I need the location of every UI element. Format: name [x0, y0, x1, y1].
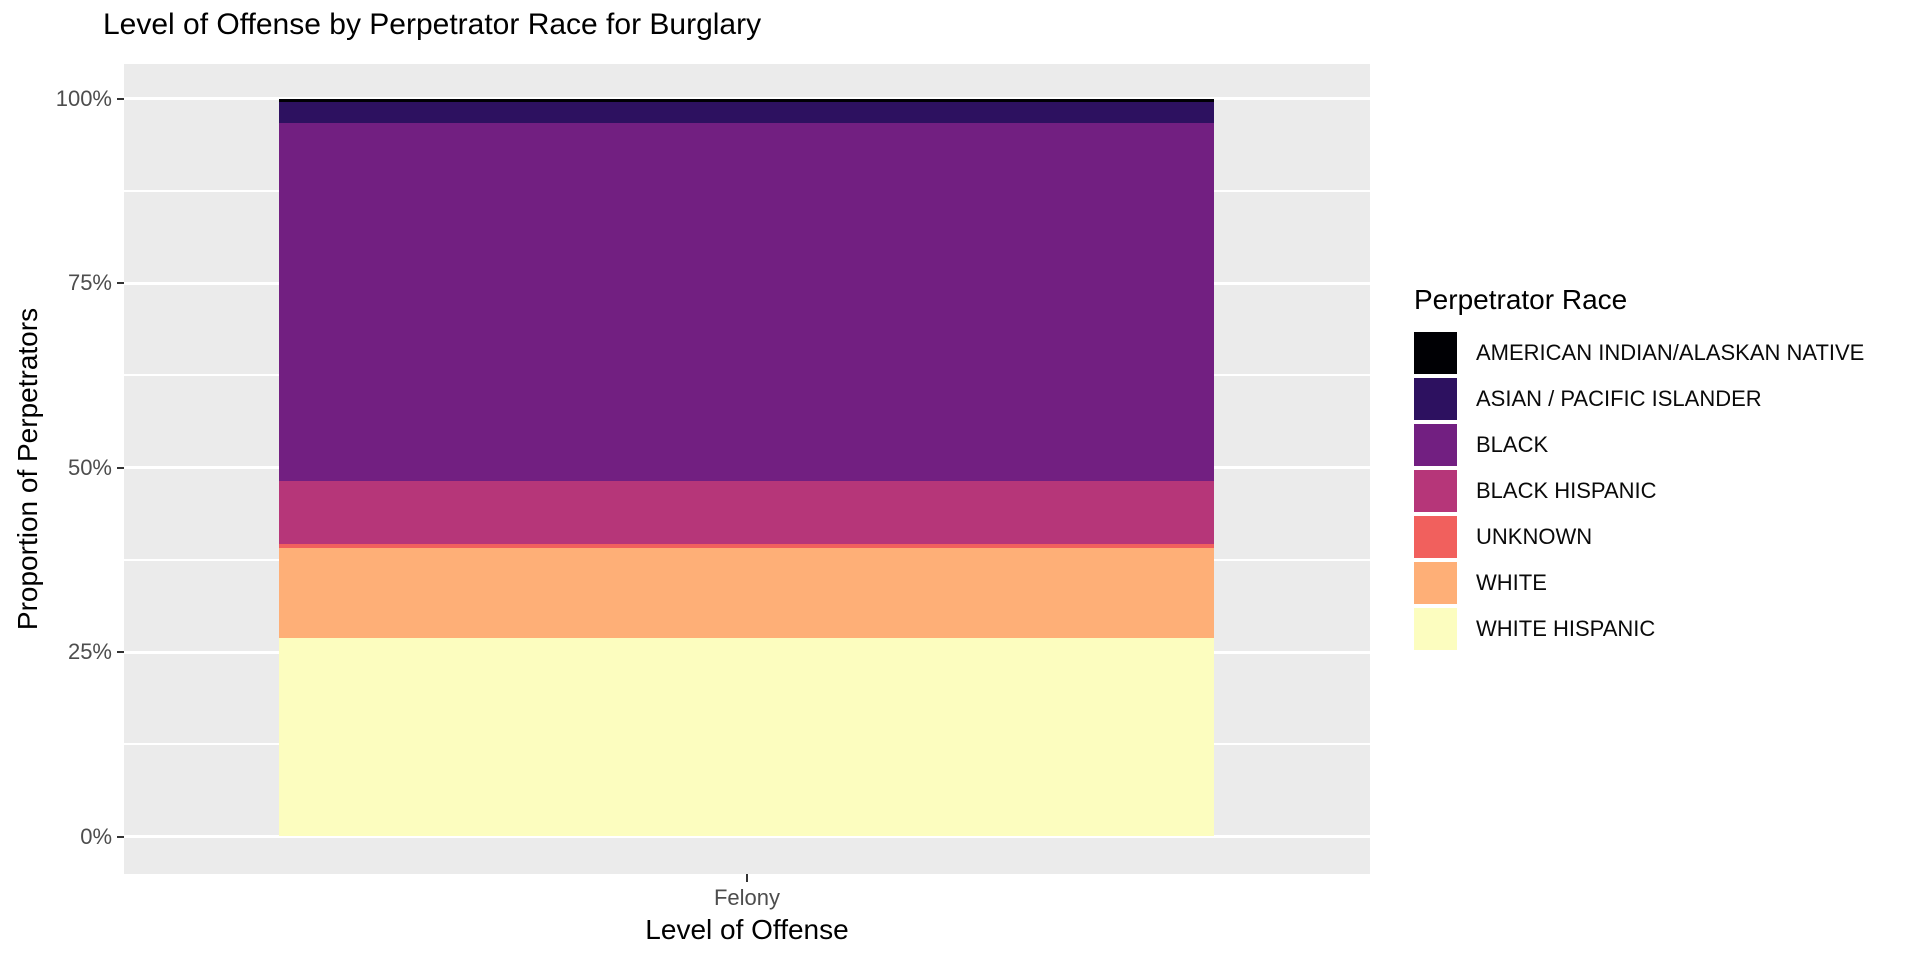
x-tick-mark: [746, 874, 748, 882]
legend-swatch-white: [1414, 562, 1457, 604]
legend-label-white: WHITE: [1476, 570, 1547, 595]
y-tick-mark-75: [117, 282, 124, 285]
y-axis-title: Proportion of Perpetrators: [12, 307, 43, 631]
legend-items: AMERICAN INDIAN/ALASKAN NATIVE ASIAN / PA…: [1414, 332, 1864, 650]
x-axis-title: Level of Offense: [645, 914, 849, 945]
legend-item-black: BLACK: [1414, 424, 1864, 466]
legend-swatch-asian-pacific-islander: [1414, 378, 1457, 420]
legend-item-white: WHITE: [1414, 562, 1864, 604]
y-tick-label-100: 100%: [55, 85, 112, 111]
gridline-major-0: [124, 835, 1370, 838]
legend-swatch-black-hispanic: [1414, 470, 1457, 512]
legend-label-unknown: UNKNOWN: [1476, 524, 1593, 549]
bar-segment-asian-pacific-islander: [279, 101, 1214, 124]
legend-label-black: BLACK: [1476, 432, 1549, 457]
legend-item-white-hispanic: WHITE HISPANIC: [1414, 608, 1864, 650]
bar-segment-white-hispanic: [279, 637, 1214, 837]
legend-label-black-hispanic: BLACK HISPANIC: [1476, 478, 1657, 503]
legend-label-asian-pacific-islander: ASIAN / PACIFIC ISLANDER: [1476, 386, 1762, 411]
x-tick-label-felony: Felony: [713, 885, 781, 910]
y-tick-label-25: 25%: [67, 639, 112, 665]
bar-segment-american-indian-alaskan-native: [279, 98, 1214, 102]
bar-segment-black: [279, 123, 1214, 481]
legend-title: Perpetrator Race: [1414, 284, 1628, 315]
y-tick-mark-100: [117, 97, 124, 100]
bar-segment-black-hispanic: [279, 480, 1214, 544]
bar-segment-unknown: [279, 543, 1214, 548]
bar-segment-white: [279, 547, 1214, 638]
y-tick-label-75: 75%: [67, 270, 112, 296]
y-tick-mark-25: [117, 651, 124, 654]
legend-item-asian-pacific-islander: ASIAN / PACIFIC ISLANDER: [1414, 378, 1864, 420]
legend-item-american-indian-alaskan-native: AMERICAN INDIAN/ALASKAN NATIVE: [1414, 332, 1864, 374]
y-tick-label-50: 50%: [67, 454, 112, 480]
stacked-bar-felony: [279, 98, 1214, 837]
legend-swatch-black: [1414, 424, 1457, 466]
legend-swatch-white-hispanic: [1414, 608, 1457, 650]
legend-swatch-american-indian-alaskan-native: [1414, 332, 1457, 374]
legend-item-black-hispanic: BLACK HISPANIC: [1414, 470, 1864, 512]
y-tick-mark-50: [117, 466, 124, 469]
legend: Perpetrator Race AMERICAN INDIAN/ALASKAN…: [1414, 284, 1864, 654]
legend-swatch-unknown: [1414, 516, 1457, 558]
plot-panel: [124, 64, 1370, 874]
y-tick-label-0: 0%: [80, 823, 112, 849]
legend-item-unknown: UNKNOWN: [1414, 516, 1864, 558]
legend-label-white-hispanic: WHITE HISPANIC: [1476, 616, 1656, 641]
y-tick-mark-0: [117, 835, 124, 838]
chart-title: Level of Offense by Perpetrator Race for…: [103, 8, 762, 41]
legend-label-american-indian-alaskan-native: AMERICAN INDIAN/ALASKAN NATIVE: [1476, 340, 1865, 365]
